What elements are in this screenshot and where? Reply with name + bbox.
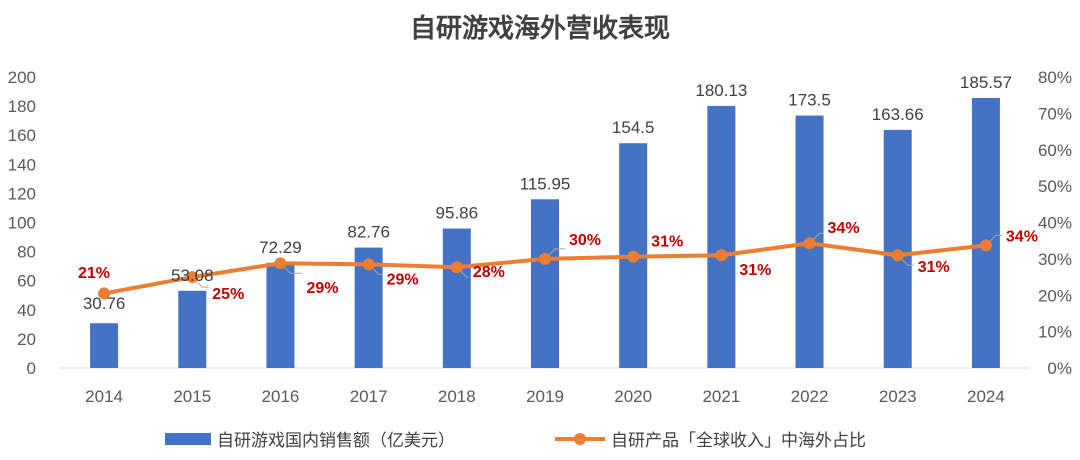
x-tick-label: 2014 [85, 387, 123, 406]
y-left-tick-label: 0 [27, 359, 36, 378]
line-point [627, 250, 640, 263]
y-left-tick-label: 40 [17, 301, 36, 320]
y-left-tick-label: 160 [8, 126, 36, 145]
line-value-label: 31% [739, 262, 771, 279]
bar [883, 129, 912, 368]
bar-value-label: 163.66 [872, 105, 924, 124]
line-point [274, 257, 287, 270]
bar [266, 262, 295, 368]
bar [707, 105, 736, 368]
legend-item-line: 自研产品「全球收入」中海外占比 [555, 426, 866, 451]
y-right-tick-label: 20% [1038, 286, 1072, 305]
bar [90, 323, 119, 368]
y-left-tick-label: 180 [8, 97, 36, 116]
y-left-tick-label: 140 [8, 155, 36, 174]
y-left-tick-label: 100 [8, 214, 36, 233]
y-left-tick-label: 60 [17, 272, 36, 291]
chart-title: 自研游戏海外营收表现 [409, 14, 670, 44]
y-right-tick-label: 30% [1038, 250, 1072, 269]
line-value-label: 31% [918, 259, 950, 276]
y-left-tick-label: 20 [17, 330, 36, 349]
line-value-label: 34% [1006, 228, 1038, 245]
legend: 自研游戏国内销售额（亿美元） 自研产品「全球收入」中海外占比 [0, 426, 1080, 456]
y-left-tick-label: 200 [8, 68, 36, 87]
bar [531, 199, 559, 368]
legend-label-line: 自研产品「全球收入」中海外占比 [611, 431, 866, 451]
bar-value-label: 173.5 [788, 91, 831, 110]
bar-value-label: 180.13 [695, 81, 747, 100]
legend-bar-swatch [165, 432, 211, 445]
y-right-tick-label: 0% [1047, 359, 1072, 378]
x-tick-label: 2016 [262, 387, 300, 406]
bar [178, 290, 207, 368]
line-value-label: 29% [306, 280, 338, 297]
bar-value-label: 115.95 [520, 174, 571, 193]
legend-line-swatch [555, 432, 605, 445]
x-tick-label: 2024 [967, 387, 1005, 406]
line-value-label: 21% [78, 265, 110, 282]
x-tick-label: 2018 [438, 387, 476, 406]
bar-value-label: 154.5 [612, 118, 655, 137]
bar-value-label: 185.57 [960, 73, 1012, 92]
line-point [450, 261, 463, 274]
line-value-label: 29% [387, 271, 419, 288]
y-right-tick-label: 60% [1038, 141, 1072, 160]
line-value-label: 30% [569, 232, 601, 249]
line-value-label: 28% [473, 264, 505, 281]
y-right-tick-label: 10% [1038, 323, 1072, 342]
y-right-tick-label: 40% [1038, 214, 1072, 233]
x-tick-label: 2023 [879, 387, 917, 406]
line-value-label: 31% [651, 234, 683, 251]
legend-label-bars: 自研游戏国内销售额（亿美元） [217, 431, 455, 451]
bar [971, 97, 1000, 368]
x-tick-label: 2017 [350, 387, 388, 406]
y-right-tick-label: 70% [1038, 104, 1072, 123]
line-value-label: 34% [828, 220, 860, 237]
x-tick-label: 2022 [791, 387, 829, 406]
line-point [539, 252, 551, 265]
legend-item-bars: 自研游戏国内销售额（亿美元） [165, 426, 455, 451]
bar-value-label: 72.29 [259, 238, 302, 257]
y-left-tick-label: 80 [17, 243, 36, 262]
x-tick-label: 2019 [526, 387, 564, 406]
bar-value-label: 30.76 [83, 294, 126, 313]
line-point [979, 239, 992, 252]
plot-area: 0 20 40 60 80 100 120 140 160 180 200 0% 10% 20% 30% 40… [8, 68, 1072, 406]
line-point [891, 249, 904, 262]
bar [442, 228, 471, 368]
y-right-tick-label: 80% [1038, 68, 1072, 87]
line-point [715, 249, 728, 262]
x-tick-label: 2021 [702, 387, 740, 406]
line-point [803, 237, 816, 250]
y-right-tick-label: 50% [1038, 177, 1072, 196]
line-point [98, 287, 111, 300]
line-point [362, 258, 375, 271]
y-left-tick-label: 120 [8, 184, 36, 203]
line-point [186, 271, 199, 284]
x-tick-label: 2020 [614, 387, 652, 406]
bar-value-label: 95.86 [436, 204, 479, 223]
x-tick-label: 2015 [173, 387, 211, 406]
line-value-label: 25% [212, 286, 244, 303]
bar-value-label: 82.76 [347, 223, 390, 242]
bar-value-label: 53.08 [171, 266, 214, 285]
